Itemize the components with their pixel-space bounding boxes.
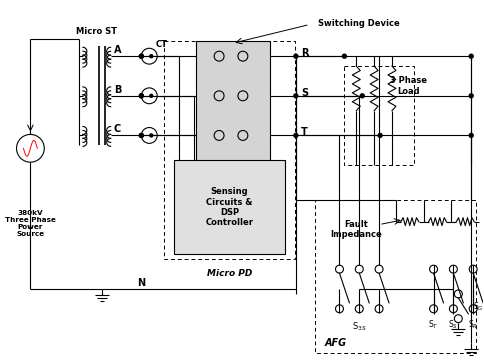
Text: Micro PD: Micro PD	[206, 269, 252, 278]
Text: N: N	[137, 278, 145, 288]
Bar	[344, 66, 413, 165]
Circle shape	[150, 134, 152, 137]
Circle shape	[139, 54, 143, 58]
Circle shape	[139, 134, 143, 138]
Bar	[227, 51, 239, 61]
Text: C: C	[114, 125, 121, 135]
Text: S: S	[300, 88, 307, 98]
Circle shape	[360, 94, 363, 98]
Text: S$_{S}$: S$_{S}$	[447, 319, 457, 331]
Text: Fault
Impedance: Fault Impedance	[330, 220, 381, 239]
Text: B: B	[114, 85, 121, 95]
Text: Micro ST: Micro ST	[76, 27, 117, 36]
Text: T: T	[300, 127, 307, 138]
Text: Switching Device: Switching Device	[318, 19, 399, 28]
Bar	[174, 160, 285, 254]
Circle shape	[342, 54, 346, 58]
Text: AFG: AFG	[324, 338, 346, 348]
Text: A: A	[114, 45, 121, 55]
Text: S$_{3S}$: S$_{3S}$	[351, 321, 366, 333]
Text: R: R	[300, 48, 308, 58]
Circle shape	[139, 54, 143, 58]
Bar	[164, 41, 294, 259]
Circle shape	[150, 55, 152, 58]
Bar	[227, 130, 239, 140]
Bar	[314, 200, 475, 353]
Circle shape	[139, 134, 143, 138]
Text: S$_{R}$: S$_{R}$	[467, 319, 477, 331]
Circle shape	[468, 94, 472, 98]
Text: S$_{T}$: S$_{T}$	[427, 319, 438, 331]
Circle shape	[468, 54, 472, 58]
Text: 3 Phase
Load: 3 Phase Load	[390, 76, 426, 96]
Circle shape	[150, 94, 152, 97]
Bar	[227, 91, 239, 101]
Bar	[196, 41, 270, 175]
Text: 380kV
Three Phase
Power
Source: 380kV Three Phase Power Source	[5, 210, 56, 237]
Circle shape	[468, 134, 472, 138]
Circle shape	[139, 94, 143, 98]
Circle shape	[293, 94, 297, 98]
Circle shape	[139, 94, 143, 98]
Circle shape	[378, 134, 381, 138]
Circle shape	[293, 134, 297, 138]
Text: Sensing
Circuits &
DSP
Controller: Sensing Circuits & DSP Controller	[205, 187, 253, 227]
Text: S$_{G}$: S$_{G}$	[472, 300, 483, 312]
Circle shape	[293, 54, 297, 58]
Text: CT: CT	[155, 40, 167, 49]
